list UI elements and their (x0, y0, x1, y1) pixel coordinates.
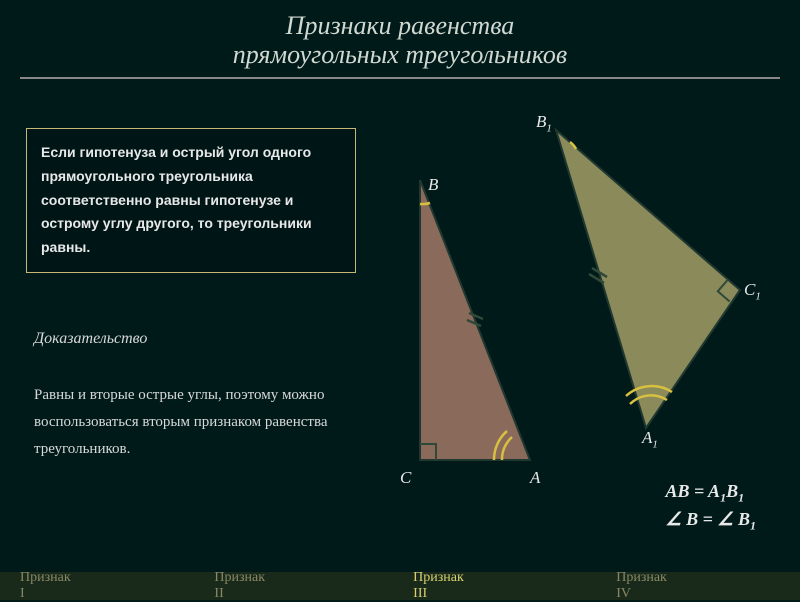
vertex-B1: B1 (536, 112, 552, 134)
formula-1: AB = A1B1 (665, 479, 756, 506)
vertex-A: A (530, 468, 540, 488)
formula-2: ∠ B = ∠ B1 (665, 507, 756, 534)
vertex-B: B (428, 175, 438, 195)
vertex-A1: A1 (642, 428, 658, 450)
nav-item-1[interactable]: Признак I (20, 570, 74, 602)
triangle-1 (420, 180, 530, 460)
vertex-C: C (400, 468, 411, 488)
triangles-svg (390, 110, 790, 490)
vertex-C1: C1 (744, 280, 761, 302)
nav-bar: Признак I Признак II Признак III Признак IV (0, 572, 800, 600)
theorem-text: Если гипотенуза и острый угол одного пря… (41, 144, 312, 255)
theorem-box: Если гипотенуза и острый угол одного пря… (26, 128, 356, 273)
triangle-2 (556, 130, 740, 428)
nav-item-2[interactable]: Признак II (214, 570, 273, 602)
title-line1: Признаки равенства (286, 11, 515, 40)
title-underline (20, 77, 780, 79)
page-title: Признаки равенства прямоугольных треугол… (0, 0, 800, 69)
arc-B (420, 203, 430, 204)
title-line2: прямоугольных треугольников (233, 40, 567, 69)
proof-text: Равны и вторые острые углы, поэтому можн… (34, 382, 374, 463)
nav-item-4[interactable]: Признак IV (616, 570, 680, 602)
diagram (390, 110, 790, 490)
proof-title: Доказательство (34, 330, 147, 348)
nav-item-3[interactable]: Признак III (413, 570, 476, 602)
formulas: AB = A1B1 ∠ B = ∠ B1 (665, 479, 756, 534)
